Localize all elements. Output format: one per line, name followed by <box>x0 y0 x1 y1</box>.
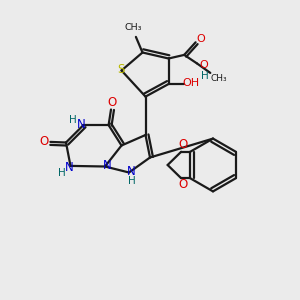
Text: N: N <box>102 159 111 172</box>
Text: CH₃: CH₃ <box>125 23 142 32</box>
Text: O: O <box>107 95 116 109</box>
Text: OH: OH <box>182 78 200 88</box>
Text: N: N <box>64 160 74 174</box>
Text: O: O <box>178 178 187 191</box>
Text: H: H <box>201 70 209 81</box>
Text: CH₃: CH₃ <box>210 74 227 83</box>
Text: O: O <box>199 60 208 70</box>
Text: O: O <box>39 135 48 148</box>
Text: N: N <box>127 165 136 178</box>
Text: H: H <box>69 115 77 125</box>
Text: N: N <box>76 118 85 131</box>
Text: H: H <box>58 168 65 178</box>
Text: S: S <box>117 63 124 76</box>
Text: O: O <box>178 138 187 151</box>
Text: O: O <box>196 34 205 44</box>
Text: H: H <box>128 176 135 186</box>
